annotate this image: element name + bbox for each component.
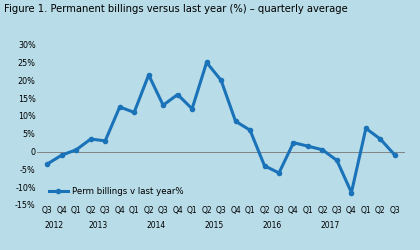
Text: 2015: 2015 (204, 221, 223, 230)
Perm billings v last year% (262, 164, 267, 167)
Perm billings v last year% (74, 148, 79, 151)
Perm billings v last year% (349, 191, 354, 194)
Perm billings v last year% (305, 145, 310, 148)
Line: Perm billings v last year%: Perm billings v last year% (45, 60, 397, 194)
Perm billings v last year% (291, 141, 296, 144)
Perm billings v last year% (276, 172, 281, 174)
Perm billings v last year% (88, 138, 93, 140)
Text: 2017: 2017 (320, 221, 339, 230)
Perm billings v last year% (218, 79, 223, 82)
Perm billings v last year% (102, 139, 108, 142)
Perm billings v last year% (204, 61, 209, 64)
Perm billings v last year% (146, 74, 151, 76)
Perm billings v last year% (175, 93, 180, 96)
Perm billings v last year% (233, 120, 238, 123)
Text: 2012: 2012 (45, 221, 64, 230)
Text: Figure 1. Permanent billings versus last year (%) – quarterly average: Figure 1. Permanent billings versus last… (4, 4, 348, 14)
Perm billings v last year% (320, 148, 325, 151)
Perm billings v last year% (45, 162, 50, 166)
Perm billings v last year% (117, 106, 122, 108)
Perm billings v last year% (160, 104, 165, 107)
Legend: Perm billings v last year%: Perm billings v last year% (45, 183, 187, 199)
Perm billings v last year% (392, 154, 397, 156)
Text: 2016: 2016 (262, 221, 281, 230)
Perm billings v last year% (131, 111, 136, 114)
Perm billings v last year% (363, 127, 368, 130)
Text: 2013: 2013 (88, 221, 108, 230)
Text: 2014: 2014 (146, 221, 165, 230)
Perm billings v last year% (378, 138, 383, 140)
Perm billings v last year% (189, 107, 194, 110)
Perm billings v last year% (59, 154, 64, 156)
Perm billings v last year% (334, 159, 339, 162)
Perm billings v last year% (247, 129, 252, 132)
